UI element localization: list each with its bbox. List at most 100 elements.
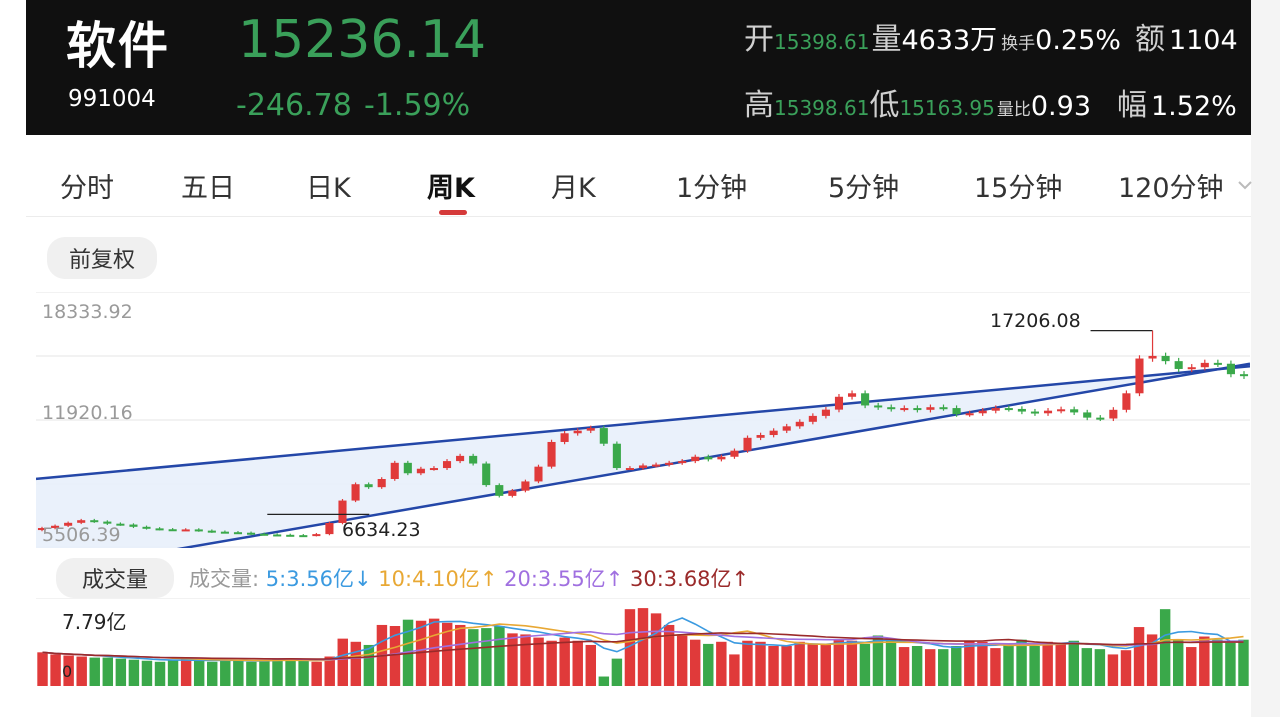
kline-candle	[116, 522, 125, 526]
kline-chart[interactable]	[36, 292, 1250, 548]
candle-body	[403, 462, 412, 474]
chevron-down-icon[interactable]	[1238, 180, 1252, 190]
volume-bar	[259, 660, 270, 686]
candle-body	[338, 500, 347, 523]
active-tab-indicator	[439, 210, 467, 215]
volume-bar	[559, 637, 570, 686]
adjust-button[interactable]: 前复权	[47, 237, 158, 279]
candle-body	[233, 532, 243, 535]
volume-bar	[50, 654, 61, 686]
kline-candle	[1122, 390, 1131, 413]
kline-candle	[325, 521, 334, 536]
trend-channel-fill	[36, 363, 1250, 548]
candle-body	[834, 396, 844, 410]
ma5-arrow: ↓	[353, 567, 372, 591]
volume-bar	[533, 637, 544, 686]
volume-bar	[272, 659, 283, 686]
tab-monthly-k[interactable]: 月K	[551, 173, 596, 204]
volume-bar	[729, 654, 740, 686]
min-price-label: 6634.23	[342, 519, 421, 541]
volume-bar	[1042, 641, 1053, 686]
y-axis-top-label: 18333.92	[42, 301, 133, 323]
candle-body	[1174, 361, 1183, 369]
volume-bar	[716, 641, 727, 686]
volume-bar	[1172, 639, 1184, 686]
volume-bar	[794, 641, 805, 686]
volume-bar	[872, 635, 884, 686]
volume-bar	[676, 634, 688, 686]
volume-bar	[624, 609, 636, 686]
kline-candle	[1043, 408, 1053, 416]
candle-body	[1083, 412, 1092, 418]
tab-1min[interactable]: 1分钟	[676, 173, 748, 204]
kline-candle	[338, 499, 347, 525]
kline-candle	[312, 532, 321, 537]
kline-candle	[965, 410, 974, 417]
kline-candle	[769, 428, 778, 438]
candle-body	[638, 465, 648, 469]
volume-bar	[428, 618, 440, 686]
quote-row-2: 高15398.61低15163.95 量比0.93 幅 1.52%	[744, 80, 1237, 124]
left-margin	[0, 0, 26, 717]
candle-body	[442, 461, 452, 469]
candle-body	[691, 456, 700, 462]
turnover-label: 换手	[1001, 34, 1036, 54]
candle-body	[1161, 355, 1170, 362]
candle-body	[795, 421, 804, 427]
tab-120min[interactable]: 120分钟	[1118, 173, 1224, 204]
candle-body	[168, 529, 177, 532]
kline-candle	[978, 408, 987, 416]
kline-candle	[730, 448, 739, 459]
candle-body	[612, 443, 621, 469]
high-value: 15398.61	[774, 96, 870, 120]
tab-weekly-k[interactable]: 周K	[427, 173, 475, 204]
volume-chart[interactable]	[36, 598, 1250, 686]
kline-candle	[482, 461, 491, 487]
kline-candle	[599, 425, 608, 446]
volume-bar	[820, 643, 831, 686]
tab-5min[interactable]: 5分钟	[828, 173, 900, 204]
candle-body	[1017, 408, 1026, 412]
volume-bar	[611, 658, 623, 686]
volume-bar	[755, 641, 766, 686]
candle-body	[678, 461, 687, 464]
volume-bar	[1133, 627, 1145, 686]
candle-body	[978, 410, 987, 414]
volume-bar	[415, 620, 427, 686]
volume-bar	[298, 660, 309, 686]
volume-bar	[742, 640, 753, 686]
volume-bar	[572, 640, 583, 686]
open-value: 15398.61	[774, 30, 870, 54]
ma5-value: 5:3.56亿	[265, 567, 354, 591]
volume-bar	[115, 658, 127, 686]
tab-15min[interactable]: 15分钟	[974, 173, 1063, 204]
volume-max-label: 7.79亿	[62, 610, 127, 634]
volume-bar	[193, 660, 205, 686]
volume-bar	[546, 640, 557, 686]
kline-candle	[874, 402, 883, 410]
tab-daily-k[interactable]: 日K	[306, 173, 351, 204]
volume-bar	[1146, 634, 1158, 686]
candle-body	[90, 520, 99, 523]
volume-bar	[481, 628, 492, 686]
volume-bar	[468, 629, 479, 686]
candle-body	[220, 531, 229, 534]
volume-bar	[1055, 643, 1066, 686]
volume-button[interactable]: 成交量	[56, 558, 175, 598]
volume-bar	[37, 652, 48, 686]
candle-body	[377, 479, 386, 488]
candle-body	[861, 393, 870, 406]
tab-intraday[interactable]: 分时	[60, 173, 114, 204]
volume-bar	[964, 640, 975, 686]
tab-five-day[interactable]: 五日	[181, 173, 235, 204]
kline-candle	[821, 406, 830, 419]
kline-candle	[181, 528, 190, 532]
volume-bar	[350, 641, 362, 686]
volume-bar	[990, 648, 1001, 686]
candle-body	[652, 464, 661, 467]
volume-bar	[598, 676, 610, 686]
volume-bar	[1003, 644, 1014, 686]
volume-bar	[337, 638, 348, 686]
kline-candle	[377, 477, 386, 489]
kline-candle	[1226, 360, 1235, 378]
